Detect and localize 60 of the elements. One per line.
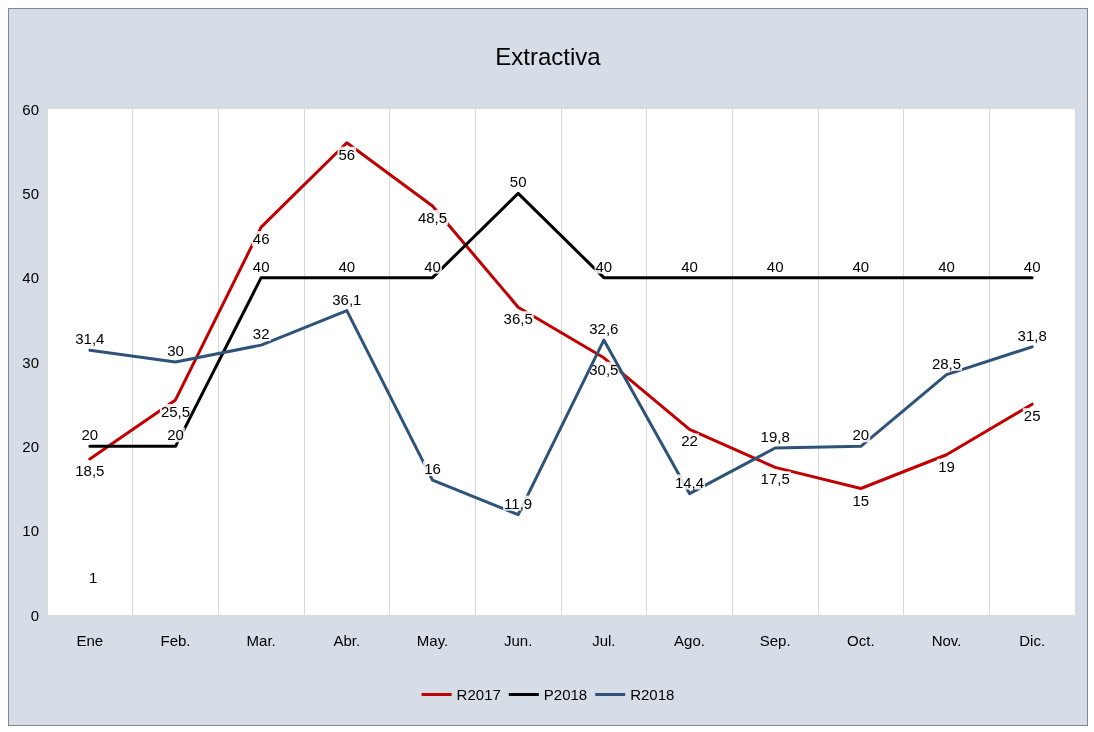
y-tick-label: 50 bbox=[22, 184, 39, 202]
legend-label: R2018 bbox=[630, 686, 675, 703]
data-label: 32,6 bbox=[589, 320, 619, 338]
data-label: 36,5 bbox=[503, 310, 533, 328]
data-label: 28,5 bbox=[931, 354, 962, 372]
y-tick-label: 30 bbox=[22, 353, 39, 371]
y-tick-label: 20 bbox=[22, 437, 39, 455]
x-tick-label: Abr. bbox=[333, 632, 361, 649]
x-tick-label: May. bbox=[416, 632, 449, 649]
chart-title: Extractiva bbox=[495, 42, 602, 70]
x-tick-label: Ago. bbox=[674, 632, 705, 649]
data-label: 22 bbox=[681, 432, 698, 450]
data-label: 20 bbox=[167, 426, 184, 444]
data-label: 40 bbox=[595, 257, 613, 275]
legend-label: P2018 bbox=[543, 686, 588, 703]
x-tick-label: Jul. bbox=[592, 632, 616, 649]
data-label: 40 bbox=[681, 257, 698, 275]
data-label: 25,5 bbox=[160, 402, 191, 420]
x-tick-label: Oct. bbox=[847, 632, 875, 649]
data-label: 40 bbox=[338, 257, 356, 275]
x-tick-label: Jun. bbox=[503, 632, 533, 649]
data-label: 40 bbox=[424, 257, 441, 275]
data-label: 20 bbox=[81, 426, 99, 444]
data-label: 40 bbox=[1023, 257, 1041, 275]
data-label: 31,4 bbox=[75, 330, 105, 348]
data-label: 15 bbox=[852, 491, 870, 509]
x-tick-label: Ene bbox=[76, 632, 104, 649]
legend-label: R2017 bbox=[456, 686, 501, 703]
data-label: 30 bbox=[167, 342, 184, 359]
data-label: 40 bbox=[938, 257, 955, 275]
data-label: 17,5 bbox=[760, 470, 790, 488]
x-tick-label: Dic. bbox=[1019, 632, 1046, 649]
data-label: 46 bbox=[252, 230, 270, 248]
data-label: 14,4 bbox=[674, 473, 705, 491]
data-label: 18,5 bbox=[75, 461, 105, 479]
data-label: 20 bbox=[852, 426, 870, 444]
x-tick-label: Feb. bbox=[160, 632, 191, 649]
data-label: 56 bbox=[338, 145, 356, 163]
data-label: 48,5 bbox=[417, 208, 448, 226]
data-label: 40 bbox=[852, 257, 870, 275]
data-label: 30,5 bbox=[589, 360, 619, 378]
data-label: 19 bbox=[938, 457, 955, 475]
x-tick-label: Sep. bbox=[759, 632, 791, 649]
data-label: 11,9 bbox=[504, 494, 533, 512]
data-label: 40 bbox=[766, 257, 784, 275]
annotation: 1 bbox=[89, 569, 98, 586]
data-label: 32 bbox=[252, 325, 270, 343]
y-tick-label: 0 bbox=[30, 606, 39, 624]
data-label: 19,8 bbox=[760, 428, 790, 446]
x-tick-label: Nov. bbox=[931, 632, 962, 649]
y-tick-label: 40 bbox=[22, 269, 39, 287]
data-label: 16 bbox=[424, 460, 441, 478]
x-tick-label: Mar. bbox=[246, 632, 276, 649]
y-tick-label: 10 bbox=[22, 522, 39, 540]
y-tick-label: 60 bbox=[22, 100, 39, 118]
data-label: 25 bbox=[1023, 407, 1041, 425]
data-label: 36,1 bbox=[332, 290, 362, 308]
data-label: 40 bbox=[252, 257, 270, 275]
data-label: 50 bbox=[509, 173, 527, 191]
data-label: 31,8 bbox=[1017, 326, 1047, 344]
